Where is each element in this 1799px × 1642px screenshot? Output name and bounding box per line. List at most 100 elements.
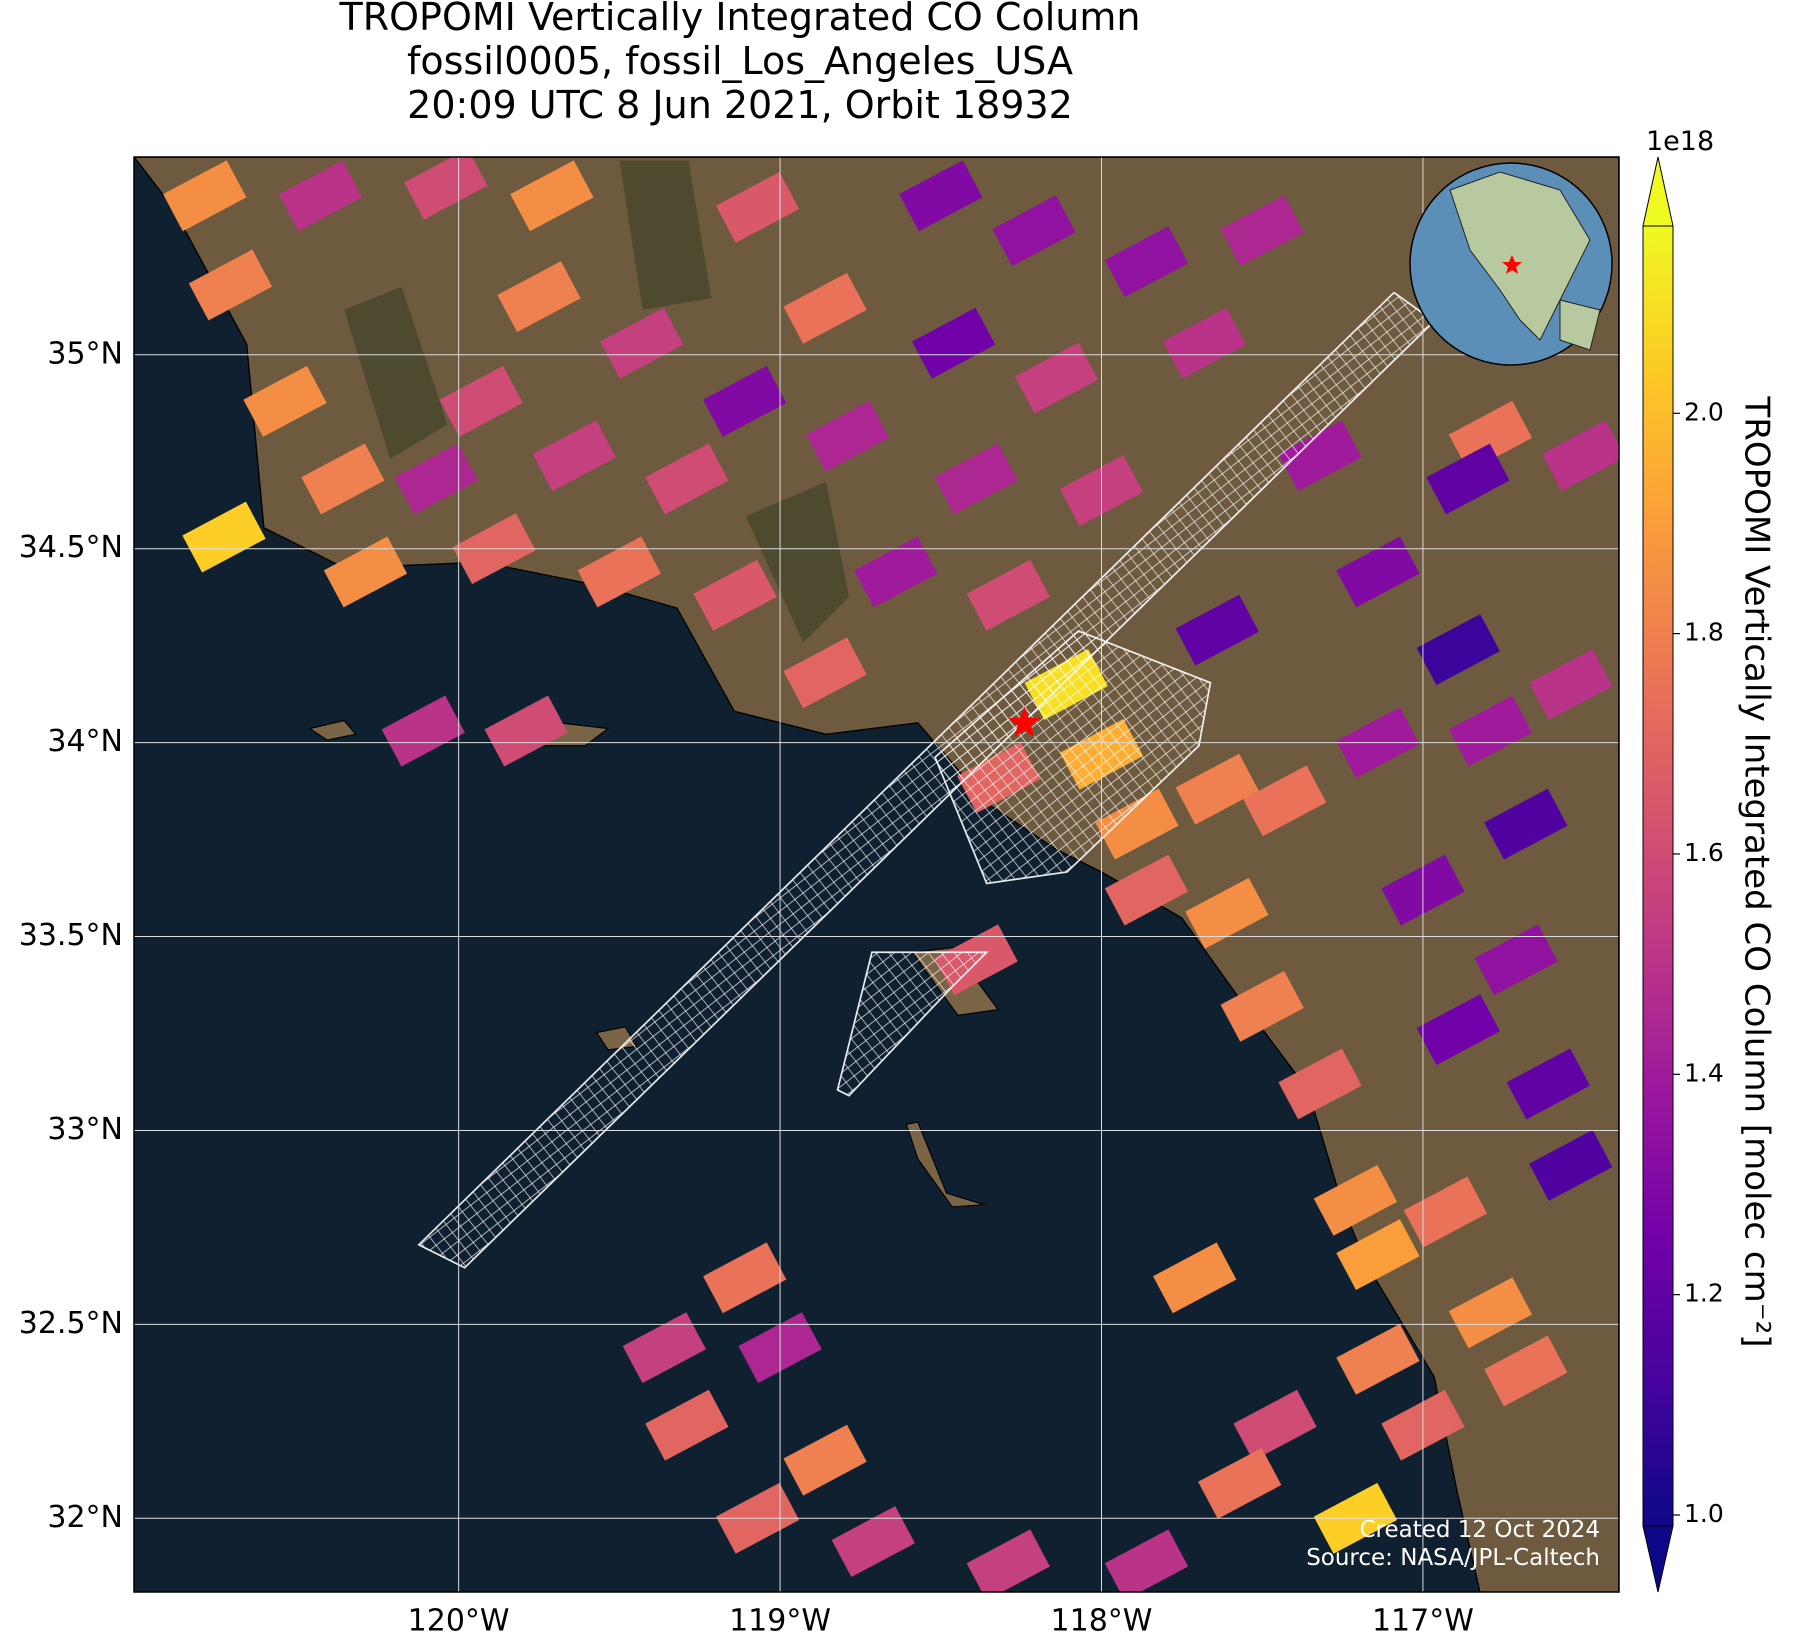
sounding-grid [417, 291, 1436, 1269]
colorbar-label: TROPOMI Vertically Integrated CO Column … [1737, 395, 1777, 1347]
co-pixel [831, 1506, 915, 1578]
co-pixel [1104, 226, 1189, 298]
co-pixel [1416, 994, 1500, 1066]
map-frame [133, 156, 1620, 1593]
colorbar-offset: 1e18 [1646, 126, 1714, 157]
co-pixel [1175, 753, 1259, 825]
co-pixel [1095, 788, 1179, 860]
y-tick-label: 33.5°N [19, 918, 123, 953]
co-pixel [484, 695, 568, 767]
co-pixel [703, 1242, 787, 1314]
co-pixel [1104, 1529, 1189, 1592]
co-pixel [1220, 970, 1304, 1042]
y-tick-label: 33°N [47, 1112, 123, 1147]
colorbar-extend-bottom [1642, 1525, 1674, 1593]
x-tick-label: 119°W [729, 1604, 831, 1639]
co-pixel [1153, 1242, 1237, 1314]
co-pixel [1313, 1164, 1398, 1236]
credit: Source: NASA/JPL-Caltech [1306, 1545, 1600, 1571]
y-tick-label: 32°N [47, 1500, 123, 1535]
co-pixel [1175, 594, 1259, 666]
co-pixel [992, 195, 1076, 267]
co-pixel [1448, 400, 1533, 472]
x-tick-label: 117°W [1372, 1604, 1474, 1639]
co-pixel [182, 501, 266, 573]
co-pixel [1243, 765, 1327, 837]
co-pixel [394, 443, 478, 515]
co-pixel [1336, 536, 1420, 608]
co-pixel [439, 365, 523, 437]
co-pixel [510, 160, 594, 232]
co-pixel [1448, 1277, 1533, 1349]
co-pixel [1541, 420, 1619, 492]
co-pixel [600, 307, 684, 379]
co-pixel [1416, 614, 1500, 685]
co-pixel [966, 1529, 1050, 1592]
title-line: fossil0005, fossil_Los_Angeles_USA [407, 39, 1073, 83]
co-pixel [497, 261, 581, 333]
colorbar-frame [1642, 225, 1674, 1527]
co-pixel [1185, 877, 1269, 949]
colorbar-tick-label: 1.2 [1684, 1279, 1724, 1308]
colorbar-extend-top [1642, 156, 1674, 227]
co-pixel [1198, 1447, 1282, 1519]
co-pixel [854, 536, 938, 608]
co-pixel [163, 160, 247, 232]
co-pixel [703, 365, 787, 437]
globe-inset [1409, 162, 1613, 366]
colorbar-tick-label: 1.8 [1684, 618, 1724, 647]
x-tick-label: 120°W [408, 1604, 510, 1639]
colorbar: 1.0 1.2 1.4 1.6 1.8 2.0 [1642, 156, 1724, 1593]
graticule [134, 157, 1619, 1592]
co-pixel [911, 307, 996, 379]
co-pixel [1484, 1335, 1568, 1407]
co-pixel [404, 157, 488, 220]
x-tick-label: 118°W [1051, 1604, 1153, 1639]
co-pixel [783, 1424, 867, 1496]
site-marker [1008, 706, 1041, 737]
co-pixel [1448, 695, 1533, 767]
colorbar-tick-label: 1.6 [1684, 838, 1724, 867]
co-pixel [188, 249, 273, 321]
co-pixel [1220, 195, 1304, 267]
y-tick-label: 34.5°N [19, 530, 123, 565]
co-pixel [645, 1389, 729, 1461]
co-pixel [301, 443, 385, 515]
co-pixel [243, 365, 327, 437]
co-pixel [1278, 1048, 1362, 1120]
title-line: TROPOMI Vertically Integrated CO Column [339, 0, 1141, 39]
co-pixel [1474, 924, 1558, 996]
y-tick-label: 34°N [47, 724, 123, 759]
y-tick-label: 35°N [47, 336, 123, 371]
co-pixel [645, 443, 729, 515]
co-pixel [934, 443, 1018, 515]
co-pixel [1014, 342, 1099, 414]
co-pixel [381, 695, 465, 767]
co-pixel [899, 160, 983, 232]
co-pixel [1162, 307, 1247, 379]
co-pixel [805, 400, 890, 472]
co-pixel [693, 559, 777, 631]
co-pixel [278, 160, 363, 232]
co-pixel [532, 420, 617, 492]
co-pixel [1426, 443, 1510, 515]
co-pixel [323, 536, 408, 608]
co-pixel [1529, 649, 1613, 720]
co-pixel [1336, 1323, 1420, 1395]
colorbar-body [1643, 226, 1673, 1526]
co-pixel [577, 536, 662, 608]
co-pixel [1403, 1176, 1488, 1248]
co-pixel [1484, 788, 1568, 860]
colorbar-tick-label: 1.4 [1684, 1058, 1724, 1087]
pixel-layer [163, 157, 1619, 1592]
title-line: 20:09 UTC 8 Jun 2021, Orbit 18932 [407, 83, 1073, 127]
co-pixel [1506, 1048, 1590, 1120]
y-tick-label: 32.5°N [19, 1306, 123, 1341]
co-pixel [783, 637, 867, 709]
co-pixel [783, 272, 867, 344]
co-pixel [1104, 854, 1189, 926]
co-pixel [1529, 1129, 1613, 1201]
co-pixel [715, 171, 800, 243]
